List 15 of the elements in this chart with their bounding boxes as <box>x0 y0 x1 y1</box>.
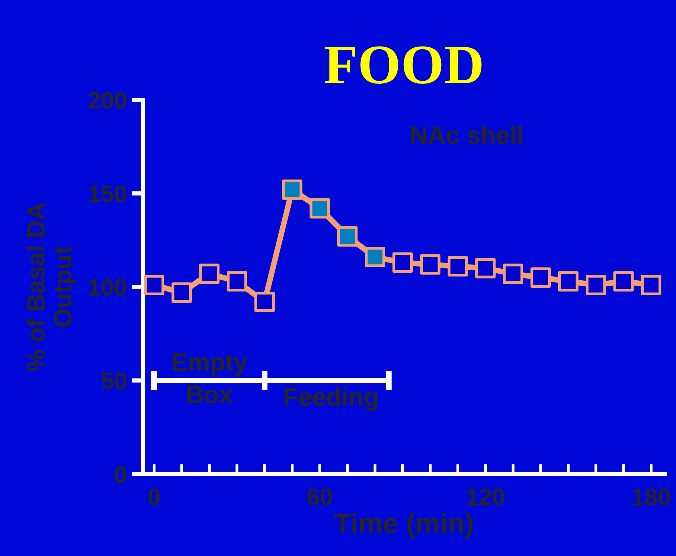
y-axis-title: % of Basal DA Output <box>26 203 77 372</box>
x-tick-label: 60 <box>308 488 332 506</box>
chart-title: FOOD <box>324 46 482 84</box>
x-tick-label: 120 <box>467 488 504 506</box>
y-tick-label: 150 <box>89 186 126 202</box>
y-tick-label: 50 <box>102 372 126 390</box>
annotation: Empty Box <box>173 354 248 404</box>
x-tick-label: 180 <box>633 488 670 506</box>
y-tick-label: 0 <box>115 466 126 484</box>
y-tick-label: 200 <box>88 92 126 109</box>
x-tick-label: 0 <box>148 488 160 506</box>
y-tick-label: 100 <box>89 279 126 296</box>
annotation: Feeding <box>284 388 378 412</box>
annotation: NAc shell <box>412 126 522 144</box>
x-axis-title: Time (min) <box>334 512 473 539</box>
